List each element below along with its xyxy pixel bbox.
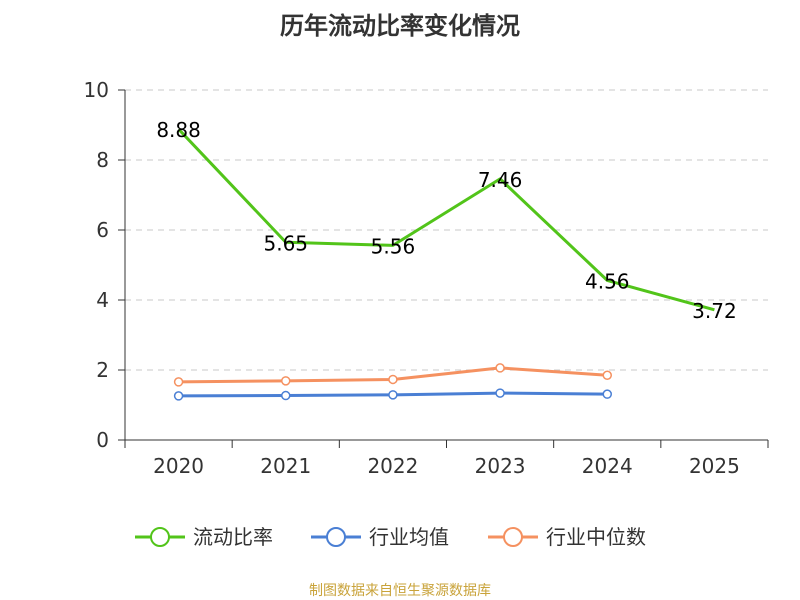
- grid-lines: [125, 89, 768, 371]
- data-label: 7.46: [478, 168, 523, 192]
- series-line: [177, 128, 715, 312]
- axes: 0 2 4 6 8 10 2020 2021 2022 2023 2024 2025: [84, 78, 769, 478]
- x-tick-label: 2025: [689, 454, 740, 478]
- y-tick-label: 2: [96, 358, 109, 382]
- legend-swatch-marker: [150, 527, 170, 547]
- legend-swatch-marker: [326, 527, 346, 547]
- y-tick-label: 4: [96, 288, 109, 312]
- x-tick-label: 2021: [260, 454, 311, 478]
- legend-swatch-marker: [503, 527, 523, 547]
- data-label: 8.88: [156, 118, 201, 142]
- data-point: [281, 390, 291, 401]
- x-tick-label: 2022: [367, 454, 418, 478]
- data-label: 5.56: [371, 234, 416, 258]
- data-point: [495, 363, 505, 373]
- data-point: [602, 370, 612, 380]
- data-point: [388, 390, 398, 400]
- y-tick-label: 8: [96, 148, 109, 172]
- x-tick-label: 2020: [153, 454, 204, 478]
- data-point: [495, 388, 505, 398]
- legend-item[interactable]: 流动比率: [135, 525, 273, 549]
- data-label: 5.65: [263, 231, 308, 255]
- x-tick-label: 2023: [475, 454, 526, 478]
- legend-label: 行业中位数: [546, 525, 646, 549]
- data-point: [388, 374, 398, 385]
- data-point: [173, 391, 184, 401]
- legend-label: 流动比率: [193, 525, 273, 549]
- legend-item[interactable]: 行业均值: [311, 525, 449, 549]
- data-point: [173, 377, 184, 387]
- legend: 流动比率 行业均值 行业中位数: [135, 525, 646, 549]
- y-tick-label: 10: [84, 78, 109, 102]
- series-layer: [173, 128, 715, 401]
- source-note: 制图数据来自恒生聚源数据库: [309, 583, 491, 599]
- data-label: 4.56: [585, 269, 630, 293]
- legend-item[interactable]: 行业中位数: [488, 525, 646, 549]
- x-tick-label: 2024: [582, 454, 633, 478]
- y-tick-label: 6: [96, 218, 109, 242]
- data-point: [281, 376, 291, 386]
- data-point: [602, 389, 612, 399]
- legend-label: 行业均值: [369, 525, 449, 549]
- data-label: 3.72: [692, 299, 737, 323]
- data-labels: 8.88 5.65 5.56 7.46 4.56 3.72: [156, 118, 736, 323]
- chart-title: 历年流动比率变化情况: [280, 12, 520, 40]
- y-tick-label: 0: [96, 428, 109, 452]
